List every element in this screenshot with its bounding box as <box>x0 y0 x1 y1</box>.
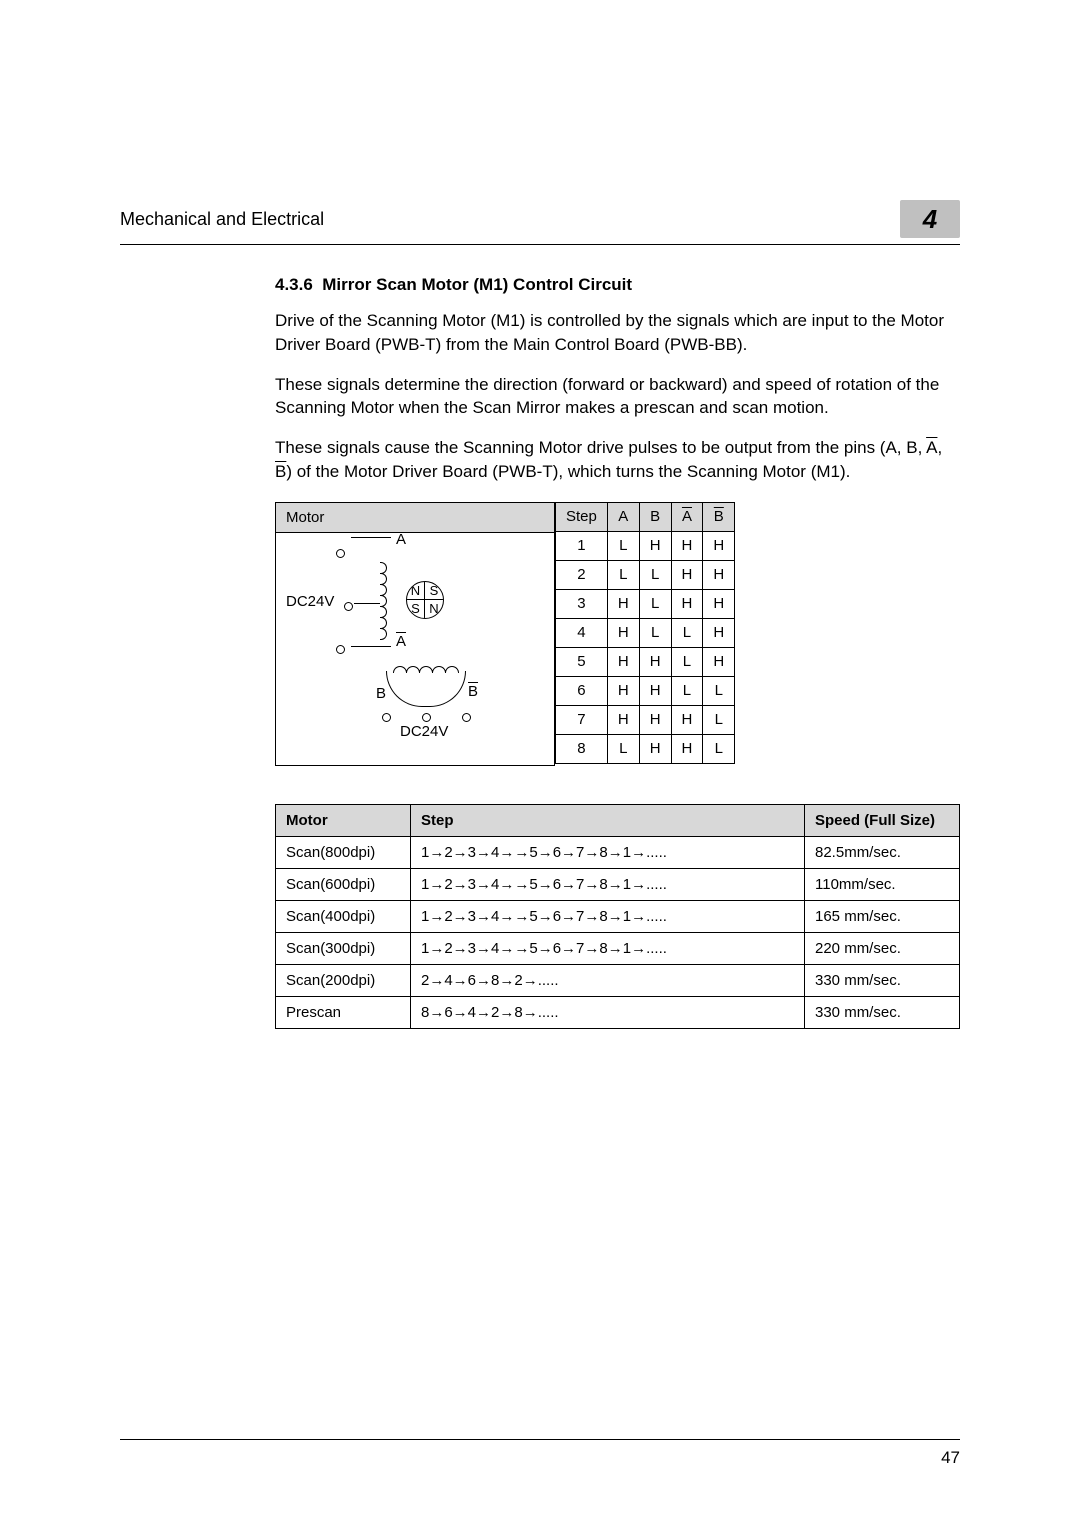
table-row: Prescan8→6→4→2→8→.....330 mm/sec. <box>276 996 960 1028</box>
label-dc24v-bottom: DC24V <box>400 723 448 740</box>
col-Bbar: B <box>703 502 735 531</box>
table-row: 1LHHH <box>556 531 735 560</box>
col-speed: Speed (Full Size) <box>805 804 960 836</box>
label-dc24v: DC24V <box>286 593 334 610</box>
table-row: 2LLHH <box>556 560 735 589</box>
motor-diagram: A DC24V A N S S N <box>276 533 554 765</box>
motor-figure: Motor A DC24V A N <box>275 502 555 766</box>
col-step-seq: Step <box>411 804 805 836</box>
terminal-Bbar: B <box>468 683 478 700</box>
step-table: Step A B A B 1LHHH 2LLHH 3HLHH 4HLLH 5HH… <box>555 502 735 764</box>
figure-and-step-table: Motor A DC24V A N <box>275 502 960 766</box>
coil-arc <box>386 671 466 707</box>
paragraph-1: Drive of the Scanning Motor (M1) is cont… <box>275 309 960 357</box>
table-row: 7HHHL <box>556 705 735 734</box>
magnet-icon: N S S N <box>406 581 444 619</box>
chapter-badge: 4 <box>900 200 960 238</box>
terminal-Abar: A <box>396 633 406 650</box>
paragraph-2: These signals determine the direction (f… <box>275 373 960 421</box>
paragraph-3: These signals cause the Scanning Motor d… <box>275 436 960 484</box>
speed-table-header-row: Motor Step Speed (Full Size) <box>276 804 960 836</box>
header-left-text: Mechanical and Electrical <box>120 209 324 230</box>
table-row: Scan(400dpi)1→2→3→4→→5→6→7→8→1→.....165 … <box>276 900 960 932</box>
table-row: Scan(200dpi)2→4→6→8→2→.....330 mm/sec. <box>276 964 960 996</box>
table-row: 8LHHL <box>556 734 735 763</box>
coil-left <box>380 563 387 640</box>
motor-figure-header: Motor <box>276 503 554 533</box>
table-row: Scan(600dpi)1→2→3→4→→5→6→7→8→1→.....110m… <box>276 868 960 900</box>
speed-table: Motor Step Speed (Full Size) Scan(800dpi… <box>275 804 960 1029</box>
terminal-B: B <box>376 685 386 702</box>
section-title: 4.3.6 Mirror Scan Motor (M1) Control Cir… <box>275 275 960 295</box>
page-footer: 47 <box>120 1439 960 1468</box>
section-title-text: Mirror Scan Motor (M1) Control Circuit <box>322 275 632 294</box>
main-content: 4.3.6 Mirror Scan Motor (M1) Control Cir… <box>120 275 960 1029</box>
table-row: 3HLHH <box>556 589 735 618</box>
coil-bottom <box>394 665 459 673</box>
terminal-A: A <box>396 531 406 548</box>
step-table-header-row: Step A B A B <box>556 502 735 531</box>
table-row: 4HLLH <box>556 618 735 647</box>
page-number: 47 <box>941 1448 960 1467</box>
col-Abar: A <box>671 502 703 531</box>
page-header: Mechanical and Electrical 4 <box>120 200 960 245</box>
section-number: 4.3.6 <box>275 275 313 294</box>
col-motor: Motor <box>276 804 411 836</box>
table-row: 5HHLH <box>556 647 735 676</box>
col-B: B <box>639 502 671 531</box>
chapter-number: 4 <box>923 204 937 235</box>
col-A: A <box>607 502 639 531</box>
col-step: Step <box>556 502 608 531</box>
table-row: 6HHLL <box>556 676 735 705</box>
table-row: Scan(300dpi)1→2→3→4→→5→6→7→8→1→.....220 … <box>276 932 960 964</box>
table-row: Scan(800dpi)1→2→3→4→→5→6→7→8→1→.....82.5… <box>276 836 960 868</box>
